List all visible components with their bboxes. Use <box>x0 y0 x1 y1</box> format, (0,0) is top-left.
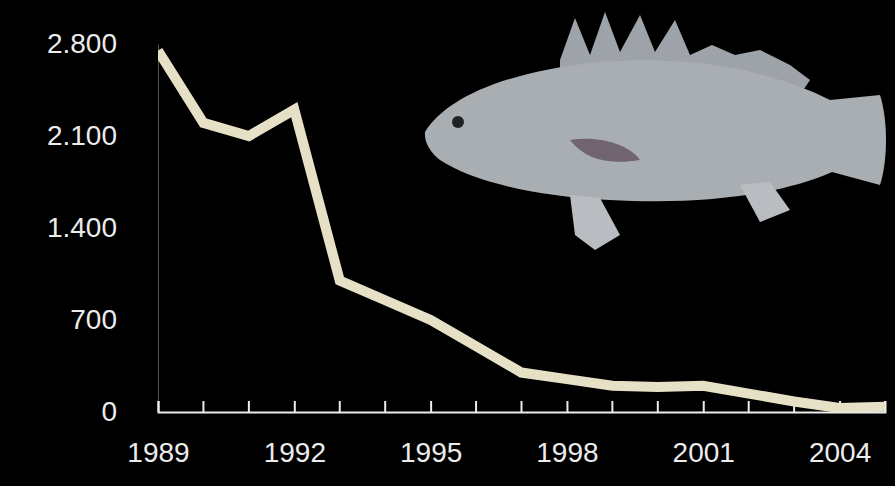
x-minor-tick <box>521 401 523 412</box>
fish-fin <box>570 139 640 162</box>
y-tick: 1.400 <box>47 212 158 243</box>
y-tick-label: 1.400 <box>47 212 117 243</box>
x-axis: 1989 1992 1995 1998 2001 2004 <box>127 401 885 468</box>
x-minor-tick <box>202 401 204 412</box>
x-minor-tick <box>339 401 341 412</box>
y-tick-label: 700 <box>70 304 117 335</box>
data-line <box>158 51 885 408</box>
fish-fin <box>570 182 790 250</box>
y-tick: 2.100 <box>47 120 158 151</box>
x-tick: 1992 <box>264 401 326 468</box>
x-tick: 2001 <box>673 401 735 468</box>
x-tick-label: 1992 <box>264 437 326 468</box>
x-tick-label: 2004 <box>809 437 871 468</box>
x-tick-mark <box>158 401 160 412</box>
x-tick-label: 1989 <box>127 437 189 468</box>
y-axis-line <box>158 45 159 413</box>
x-minor-tick <box>748 401 750 412</box>
x-tick: 1995 <box>400 401 462 468</box>
x-tick-mark <box>430 401 432 412</box>
y-tick-label: 2.800 <box>47 28 117 59</box>
y-axis: 0 700 1.400 2.100 2.800 <box>47 28 159 427</box>
background <box>0 0 895 486</box>
x-tick-label: 1998 <box>536 437 598 468</box>
fish-illustration <box>425 12 886 250</box>
x-tick: 1989 <box>127 401 189 468</box>
x-tick-mark <box>566 401 568 412</box>
y-tick: 0 <box>101 396 158 427</box>
y-tick-label: 2.100 <box>47 120 117 151</box>
fish-eye <box>452 116 464 128</box>
x-tick-mark <box>294 401 296 412</box>
chart: 0 700 1.400 2.100 2.800 1989 1992 1995 1998 2001 2… <box>0 0 895 486</box>
x-minor-tick <box>384 401 386 412</box>
y-tick-label: 0 <box>101 396 117 427</box>
x-minor-tick <box>611 401 613 412</box>
x-tick-label: 1995 <box>400 437 462 468</box>
x-tick-mark <box>703 401 705 412</box>
y-tick: 700 <box>70 304 158 335</box>
x-tick: 1998 <box>536 401 598 468</box>
x-minor-tick <box>475 401 477 412</box>
x-minor-tick <box>248 401 250 412</box>
fish-body <box>425 60 886 201</box>
y-tick: 2.800 <box>47 28 158 59</box>
x-minor-tick <box>657 401 659 412</box>
plot-area <box>158 51 885 408</box>
x-tick-label: 2001 <box>673 437 735 468</box>
